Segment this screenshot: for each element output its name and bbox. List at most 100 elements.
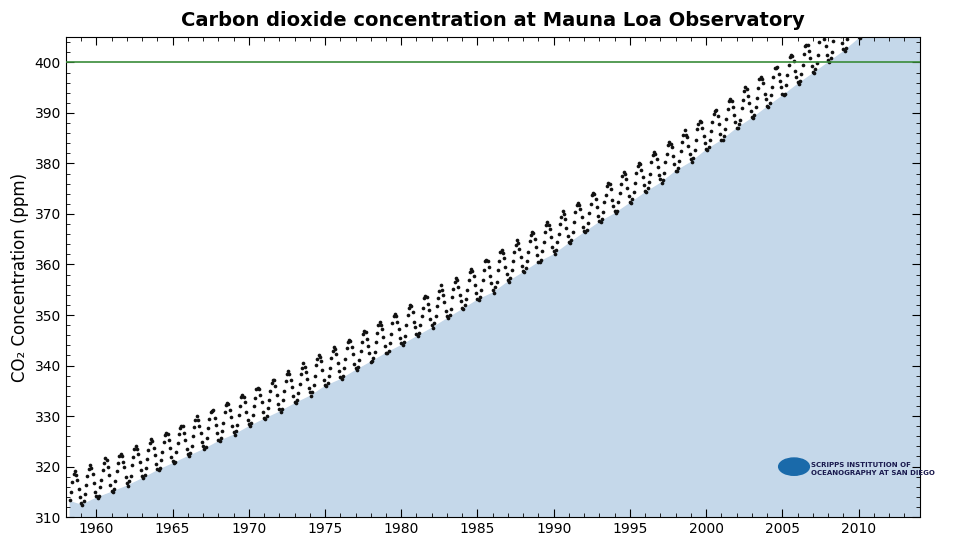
Point [377, 342, 393, 351]
Point [588, 194, 603, 203]
Point [623, 199, 638, 207]
Point [540, 220, 556, 229]
Point [540, 217, 555, 226]
Point [711, 119, 727, 128]
Point [81, 464, 96, 473]
Point [660, 141, 676, 150]
Point [457, 301, 472, 310]
Point [833, 32, 849, 41]
Point [532, 258, 547, 266]
Point [492, 248, 508, 257]
Point [660, 149, 675, 158]
Point [513, 253, 528, 261]
Point [163, 452, 179, 461]
Point [456, 305, 471, 313]
Point [109, 467, 125, 476]
Point [573, 205, 588, 213]
Point [107, 484, 122, 493]
Point [462, 268, 477, 277]
Point [701, 143, 716, 152]
Point [831, 23, 847, 32]
Point [678, 130, 693, 139]
Point [335, 371, 350, 380]
Point [835, 44, 851, 53]
Point [559, 223, 574, 232]
Point [396, 337, 412, 346]
Point [237, 398, 252, 406]
Point [846, 5, 861, 14]
Point [71, 485, 86, 493]
Point [594, 214, 610, 223]
Point [857, 3, 873, 12]
Point [363, 357, 378, 366]
Point [304, 387, 320, 396]
Point [699, 144, 714, 153]
Point [302, 388, 318, 397]
Point [365, 357, 380, 366]
Point [434, 285, 449, 294]
Point [77, 490, 92, 499]
Point [744, 112, 759, 121]
Point [366, 354, 381, 363]
Point [80, 472, 95, 480]
Point [145, 437, 160, 445]
Point [483, 272, 498, 281]
Point [228, 430, 243, 439]
Point [259, 412, 275, 421]
Point [390, 318, 405, 327]
Point [232, 401, 248, 410]
Point [236, 393, 252, 401]
Point [527, 235, 542, 243]
Point [495, 248, 511, 257]
Point [759, 101, 775, 110]
Point [501, 277, 516, 286]
Point [662, 139, 678, 148]
Point [288, 399, 303, 408]
Point [720, 105, 735, 114]
Point [612, 188, 628, 197]
Point [649, 155, 664, 164]
Point [217, 408, 232, 417]
Point [471, 295, 487, 304]
Point [617, 170, 633, 178]
Point [268, 382, 283, 391]
Point [818, 42, 833, 51]
Point [567, 207, 583, 216]
Point [328, 350, 344, 358]
Point [638, 188, 654, 197]
Point [593, 218, 609, 226]
Point [468, 289, 484, 298]
Point [210, 435, 226, 444]
Point [331, 366, 347, 375]
Point [531, 257, 546, 266]
Point [865, 15, 880, 24]
Point [570, 199, 586, 207]
Point [868, 22, 883, 31]
Point [323, 364, 338, 373]
Point [231, 410, 247, 419]
Point [583, 200, 598, 208]
Point [644, 158, 660, 167]
Point [809, 58, 825, 67]
Point [685, 154, 701, 162]
Point [625, 195, 640, 204]
Point [666, 159, 682, 168]
Point [597, 198, 612, 207]
Point [106, 487, 121, 496]
Point [68, 471, 84, 480]
Point [126, 452, 141, 461]
Point [885, 0, 900, 9]
Point [695, 124, 710, 133]
Point [430, 294, 445, 302]
Point [165, 457, 180, 465]
Point [374, 324, 390, 333]
Point [786, 57, 802, 66]
Point [225, 422, 240, 430]
Point [843, 8, 858, 16]
Point [670, 164, 685, 172]
Point [155, 448, 170, 457]
Point [762, 99, 778, 108]
Point [850, 26, 865, 35]
Point [214, 427, 229, 435]
Point [299, 368, 314, 376]
